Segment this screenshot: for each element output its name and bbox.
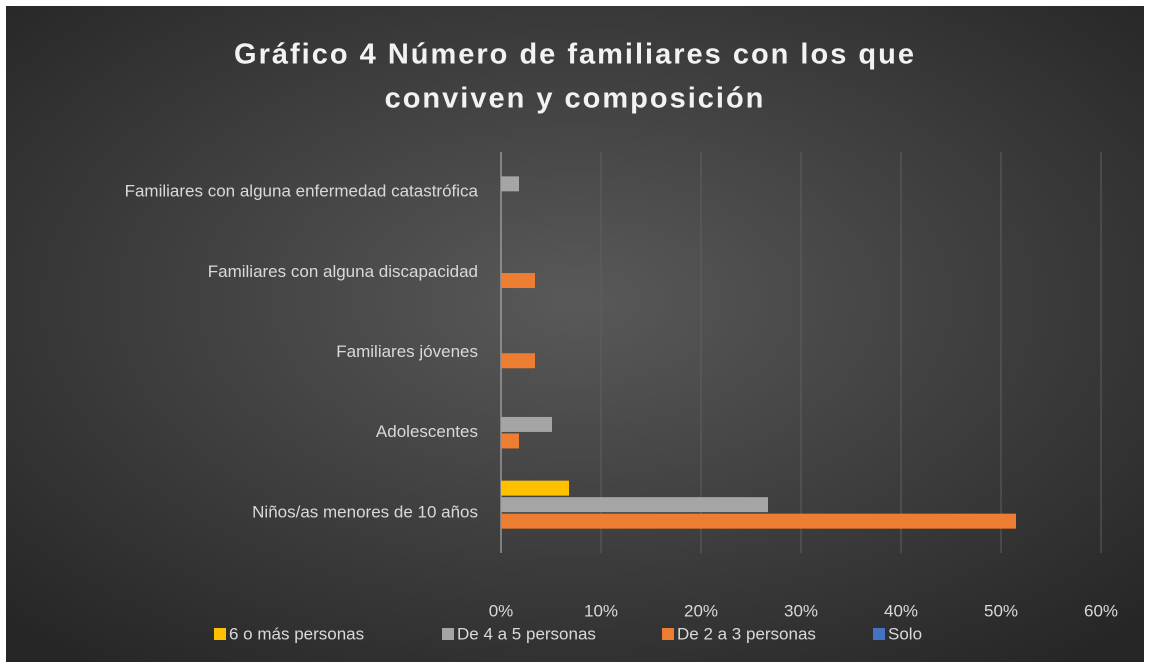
x-tick-label: 60% (1084, 601, 1118, 620)
legend-swatch (873, 628, 885, 640)
y-tick-label: Niños/as menores de 10 años (252, 502, 478, 521)
x-tick-label: 0% (489, 601, 514, 620)
chart-background (6, 6, 1144, 662)
bar (501, 433, 519, 449)
bar (501, 416, 552, 432)
x-tick-label: 10% (584, 601, 618, 620)
legend-label: 6 o más personas (229, 624, 364, 643)
chart-title: Gráfico 4 Número de familiares con los q… (234, 39, 916, 71)
y-tick-label: Adolescentes (376, 422, 478, 441)
bar (501, 273, 535, 289)
bar (501, 497, 768, 513)
y-tick-label: Familiares con alguna enfermedad catastr… (125, 182, 479, 201)
y-tick-label: Familiares jóvenes (336, 342, 478, 361)
legend-swatch (214, 628, 226, 640)
bar (501, 176, 519, 192)
legend-label: Solo (888, 624, 922, 643)
bar (501, 513, 1016, 529)
y-tick-label: Familiares con alguna discapacidad (208, 262, 478, 281)
x-tick-label: 20% (684, 601, 718, 620)
bar (501, 480, 569, 496)
x-tick-label: 50% (984, 601, 1018, 620)
bar (501, 353, 535, 369)
x-tick-label: 30% (784, 601, 818, 620)
legend-swatch (662, 628, 674, 640)
legend-label: De 2 a 3 personas (677, 624, 816, 643)
legend-label: De 4 a 5 personas (457, 624, 596, 643)
chart-title: conviven y composición (385, 83, 766, 115)
x-tick-label: 40% (884, 601, 918, 620)
legend-swatch (442, 628, 454, 640)
